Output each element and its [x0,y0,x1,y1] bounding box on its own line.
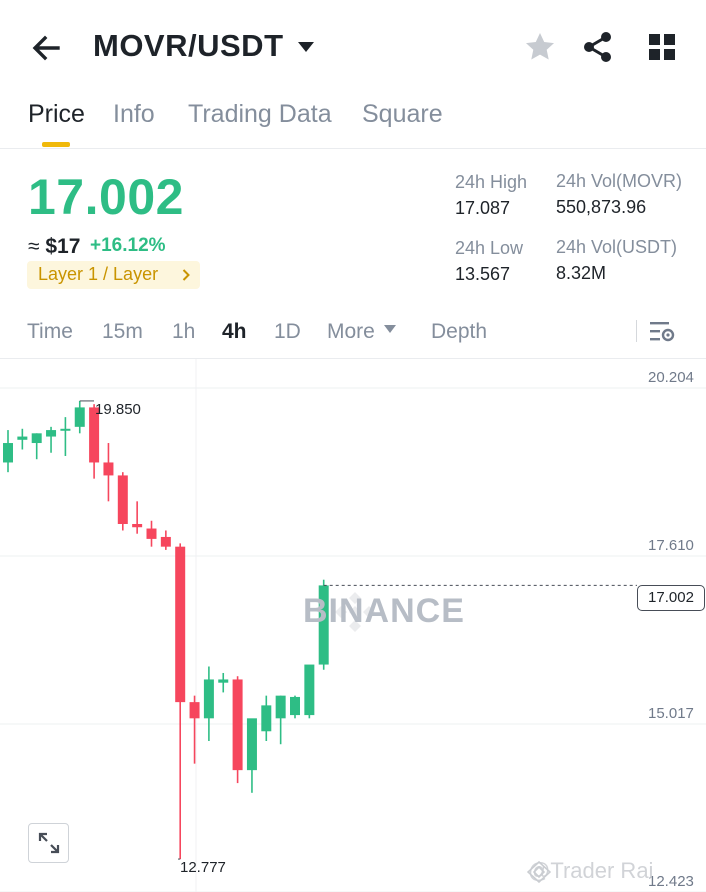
candle-body [189,702,200,719]
category-tag-label: Layer 1 / Layer [38,264,159,284]
watermark-text: BINANCE [303,592,465,630]
star-icon[interactable] [524,31,556,63]
creator-credit: @Trader Rai [528,858,654,883]
tab-square[interactable]: Square [362,100,443,128]
interval-divider [0,358,706,359]
section-tabs: Price Info Trading Data Square [0,96,706,148]
low-marker-label: 12.777 [180,859,226,876]
high-marker-label: 19.850 [95,401,141,418]
interval-separator [636,320,637,342]
grid-icon[interactable] [648,33,676,61]
vol-base-value: 550,873.96 [556,197,647,217]
interval-depth[interactable]: Depth [431,320,488,343]
chart-settings-icon[interactable] [649,320,675,344]
vol-quote-value: 8.32M [556,263,607,283]
candle-body [275,695,286,719]
approx-usd-price: ≈ $17 [28,235,80,259]
candle-body [232,679,243,771]
price-axis-label: 17.610 [648,537,694,554]
low-value: 13.567 [455,264,511,284]
approx-usd-value: $17 [45,235,81,258]
candle-body [318,585,329,665]
low-label: 24h Low [455,238,524,258]
interval-1h[interactable]: 1h [172,320,196,343]
candle-body [46,430,57,437]
price-axis-label: 12.423 [648,873,694,890]
vol-quote-label: 24h Vol(USDT) [556,237,678,257]
pair-title[interactable]: MOVR/USDT [93,28,284,63]
candle-body [203,679,214,719]
candle-body [3,443,13,463]
candle-body [304,664,315,716]
price-change-percent: +16.12% [90,235,166,256]
interval-1d[interactable]: 1D [274,320,301,343]
approx-symbol: ≈ [28,235,40,258]
category-tag[interactable]: Layer 1 / Layer [27,261,200,289]
high-label: 24h High [455,172,528,192]
last-price: 17.002 [28,169,184,225]
binance-logo-watermark [335,592,375,632]
caret-down-icon[interactable] [297,40,315,54]
tabs-divider [0,148,706,149]
interval-bar: Time 15m 1h 4h 1D More Depth [0,306,706,358]
caret-down-icon[interactable] [383,324,397,334]
candle-body [246,718,257,771]
back-icon[interactable] [28,30,64,66]
candle-body [17,436,28,440]
interval-time[interactable]: Time [27,320,73,343]
chevron-right-icon [182,269,190,281]
expand-icon [38,832,60,854]
share-icon[interactable] [582,31,614,63]
top-bar: MOVR/USDT [0,0,706,96]
high-value: 17.087 [455,198,511,218]
tab-trading-data[interactable]: Trading Data [188,100,332,128]
interval-15m[interactable]: 15m [102,320,143,343]
active-tab-indicator [42,142,70,147]
candle-body [31,433,42,444]
candle-body [175,546,186,703]
candle-body [160,536,171,547]
interval-more[interactable]: More [327,320,375,343]
candle-body [117,475,128,524]
candle-body [290,696,300,716]
candle-body [146,528,157,539]
interval-4h[interactable]: 4h [222,320,247,343]
price-axis-label: 20.204 [648,369,694,386]
candle-body [60,428,71,431]
tab-price[interactable]: Price [28,100,85,128]
chart-canvas [0,359,706,892]
candle-body [89,407,100,463]
fullscreen-button[interactable] [28,823,69,863]
candlestick-chart[interactable] [0,359,706,892]
vol-base-label: 24h Vol(MOVR) [556,171,683,191]
candle-body [103,462,114,476]
candle-body [74,407,85,427]
candle-body [261,705,272,732]
tab-info[interactable]: Info [113,100,155,128]
last-price-marker: 17.002 [637,585,705,611]
candle-body [218,679,229,683]
diamond-logo-icon [527,861,551,883]
price-axis-label: 15.017 [648,705,694,722]
candle-body [132,523,143,528]
